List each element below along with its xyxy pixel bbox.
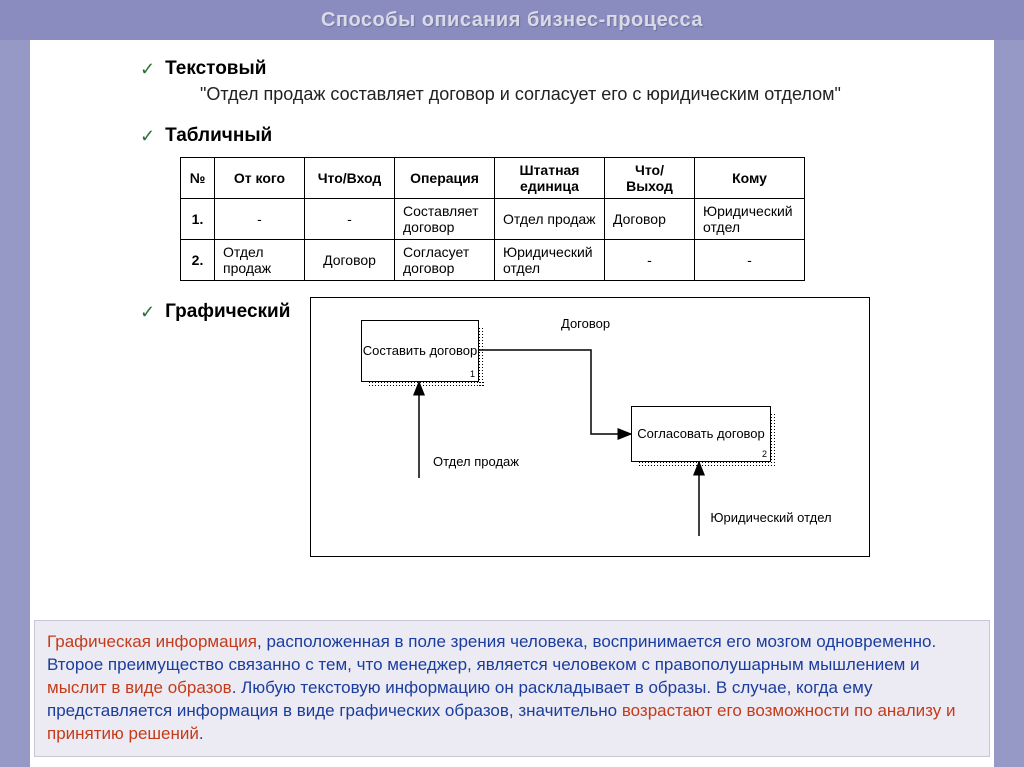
th: От кого xyxy=(215,158,305,199)
td: Договор xyxy=(605,199,695,240)
slide-content: ✓ Текстовый "Отдел продаж составляет дог… xyxy=(0,40,1024,557)
table-row: 1. - - Составляет договор Отдел продаж Д… xyxy=(181,199,805,240)
td: 2. xyxy=(181,240,215,281)
footer-text-3: . xyxy=(199,724,204,743)
td: 1. xyxy=(181,199,215,240)
process-table: № От кого Что/Вход Операция Штатная един… xyxy=(180,157,805,281)
td: Отдел продаж xyxy=(495,199,605,240)
td: Юридический отдел xyxy=(495,240,605,281)
th: № xyxy=(181,158,215,199)
diagram-node-approve: Согласовать договор 2 xyxy=(631,406,771,462)
edge-label-yur: Юридический отдел xyxy=(701,510,841,525)
td: Юридический отдел xyxy=(695,199,805,240)
bullet-graphic-label: Графический xyxy=(165,301,290,323)
edge-label-otdel: Отдел продаж xyxy=(431,454,521,469)
td: Договор xyxy=(305,240,395,281)
check-icon: ✓ xyxy=(140,58,155,80)
footer-red-1: Графическая информация xyxy=(47,632,257,651)
th: Что/ Выход xyxy=(605,158,695,199)
th: Операция xyxy=(395,158,495,199)
footer-red-2: мыслит в виде образов xyxy=(47,678,232,697)
th: Что/Вход xyxy=(305,158,395,199)
header-title: Способы описания бизнес-процесса xyxy=(321,9,703,32)
bullet-table: ✓ Табличный xyxy=(140,125,994,147)
td: Отдел продаж xyxy=(215,240,305,281)
table-row: 2. Отдел продаж Договор Согласует догово… xyxy=(181,240,805,281)
table-header-row: № От кого Что/Вход Операция Штатная един… xyxy=(181,158,805,199)
td: - xyxy=(215,199,305,240)
bullet-text-label: Текстовый xyxy=(165,58,266,80)
bullet-table-label: Табличный xyxy=(165,125,272,147)
edge-label-dogovor: Договор xyxy=(561,316,610,331)
td: - xyxy=(695,240,805,281)
footer-box: Графическая информация, расположенная в … xyxy=(34,620,990,757)
text-quote: "Отдел продаж составляет договор и согла… xyxy=(200,84,994,105)
node-corner: 1 xyxy=(470,369,475,380)
node-label: Составить договор xyxy=(363,343,477,359)
td: - xyxy=(305,199,395,240)
diagram-node-compose: Составить договор 1 xyxy=(361,320,479,382)
node-corner: 2 xyxy=(762,449,767,460)
check-icon: ✓ xyxy=(140,125,155,147)
bullet-text: ✓ Текстовый xyxy=(140,58,994,80)
th: Штатная единица xyxy=(495,158,605,199)
td: - xyxy=(605,240,695,281)
th: Кому xyxy=(695,158,805,199)
node-label: Согласовать договор xyxy=(637,426,765,442)
slide-header: Способы описания бизнес-процесса xyxy=(0,0,1024,40)
td: Составляет договор xyxy=(395,199,495,240)
check-icon: ✓ xyxy=(140,301,155,323)
td: Согласует договор xyxy=(395,240,495,281)
diagram-frame: Составить договор 1 Согласовать договор … xyxy=(310,297,870,557)
